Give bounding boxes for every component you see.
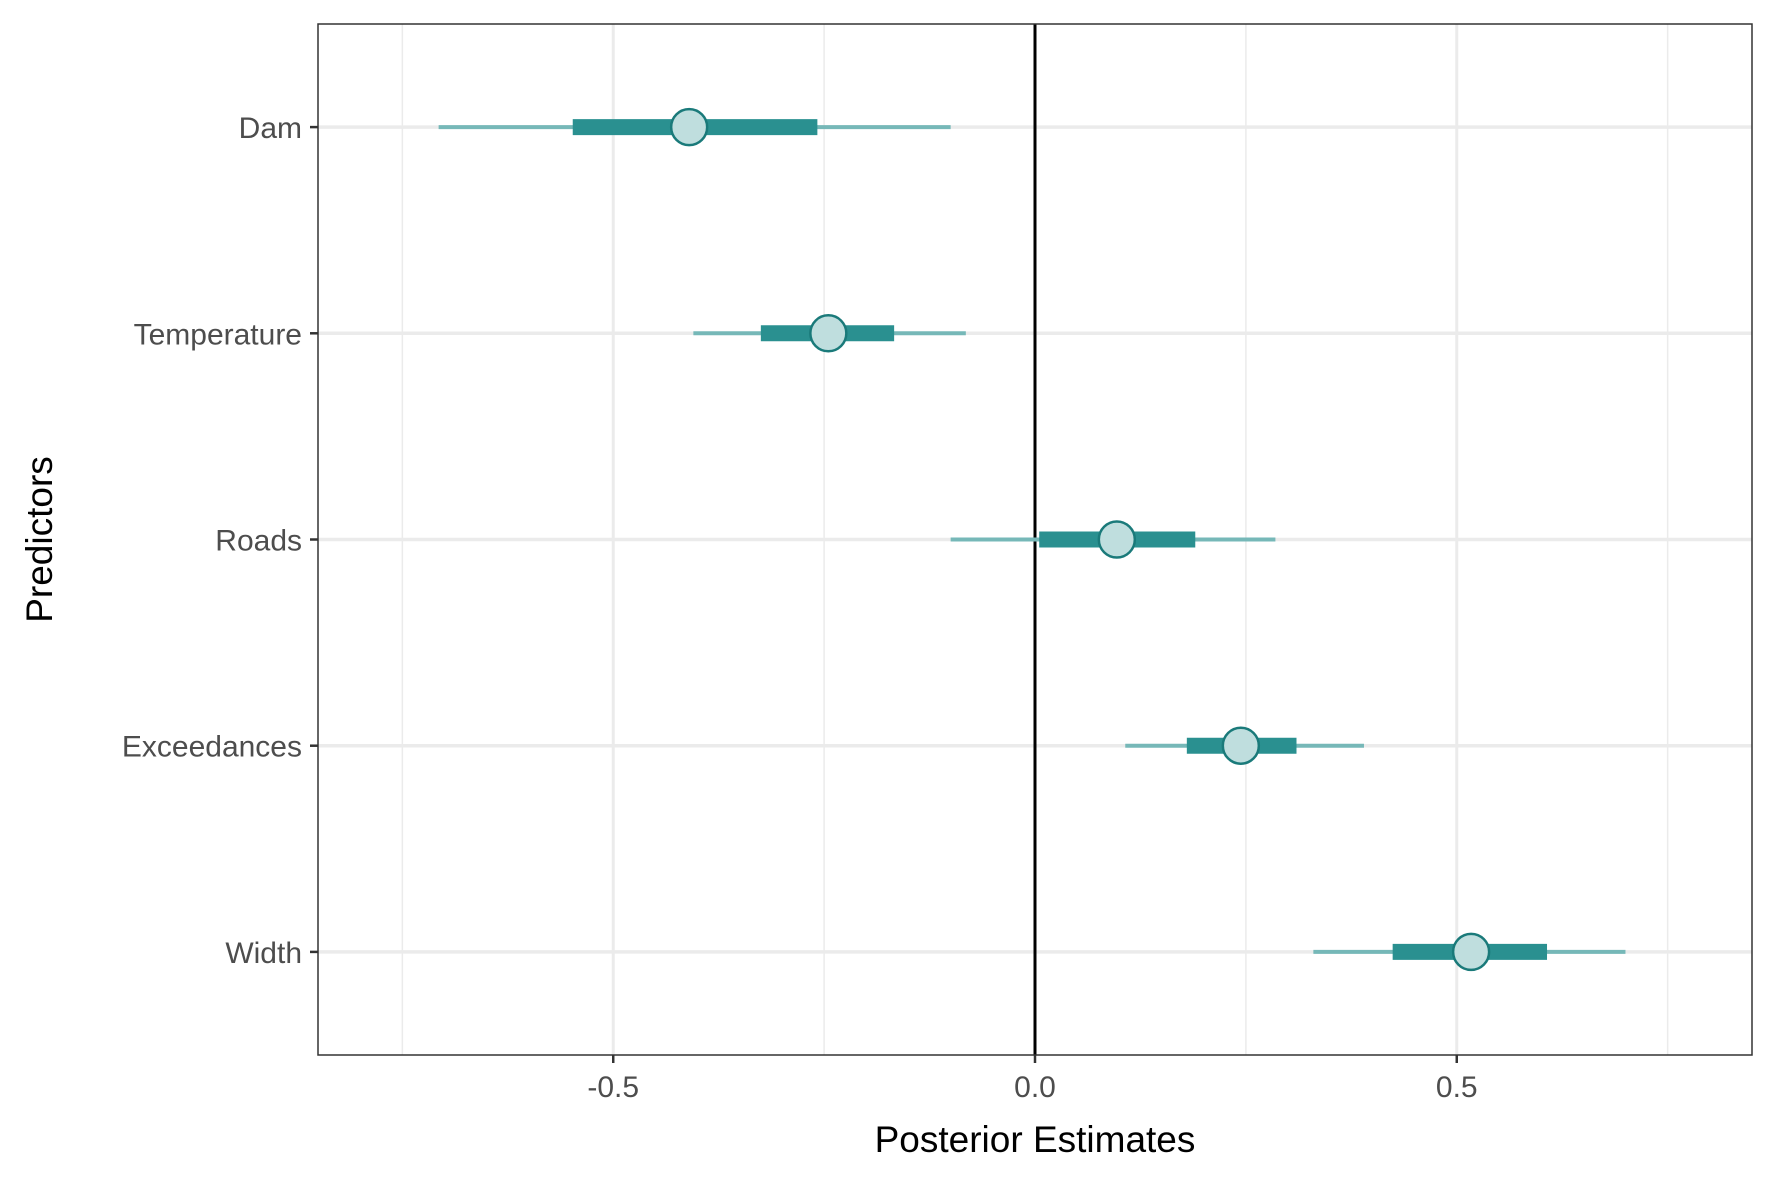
x-tick-label: 0.5 [1436, 1071, 1478, 1104]
point-estimate [669, 107, 709, 147]
y-tick-label: Exceedances [122, 731, 302, 764]
y-axis-title: Predictors [19, 456, 60, 623]
axes: Dam Temperature Roads Exceedances Width -0.5 0… [122, 112, 1478, 1104]
point-estimate [1097, 520, 1137, 559]
x-tick-label: 0.0 [1014, 1071, 1056, 1104]
y-tick-label: Width [225, 937, 302, 970]
y-tick-label: Dam [239, 112, 302, 145]
x-tick-label: -0.5 [587, 1071, 639, 1104]
y-tick-label: Roads [215, 525, 302, 558]
point-estimate [1221, 726, 1261, 765]
intervals [438, 107, 1626, 972]
point-estimate [1451, 932, 1491, 972]
point-estimate [809, 314, 848, 353]
x-axis-title: Posterior Estimates [875, 1119, 1196, 1160]
y-tick-label: Temperature [134, 318, 302, 351]
